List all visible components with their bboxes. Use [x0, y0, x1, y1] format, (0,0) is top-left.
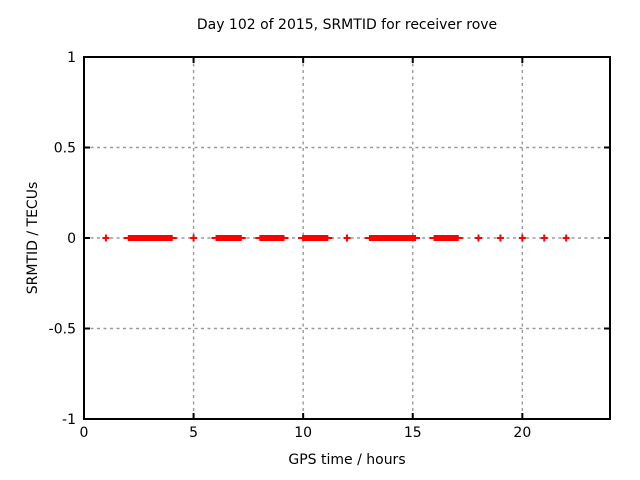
x-axis-label: GPS time / hours	[288, 452, 406, 468]
y-tick-label: 0	[67, 231, 76, 247]
y-tick-label: -1	[62, 412, 76, 428]
data-segment	[259, 235, 285, 241]
data-segment	[433, 235, 459, 241]
data-segment	[215, 235, 242, 241]
x-tick-label: 5	[189, 425, 198, 441]
data-segment	[127, 235, 173, 241]
x-tick-label: 20	[513, 425, 531, 441]
y-tick-label: -0.5	[49, 322, 76, 338]
x-tick-label: 15	[404, 425, 422, 441]
y-tick-label: 0.5	[54, 141, 76, 157]
x-tick-label: 0	[80, 425, 89, 441]
data-segment	[302, 235, 329, 241]
x-tick-label: 10	[294, 425, 312, 441]
plot-border	[83, 56, 611, 420]
data-segment	[368, 235, 417, 241]
chart-title: Day 102 of 2015, SRMTID for receiver rov…	[196, 17, 498, 33]
y-tick-label: 1	[67, 50, 76, 66]
